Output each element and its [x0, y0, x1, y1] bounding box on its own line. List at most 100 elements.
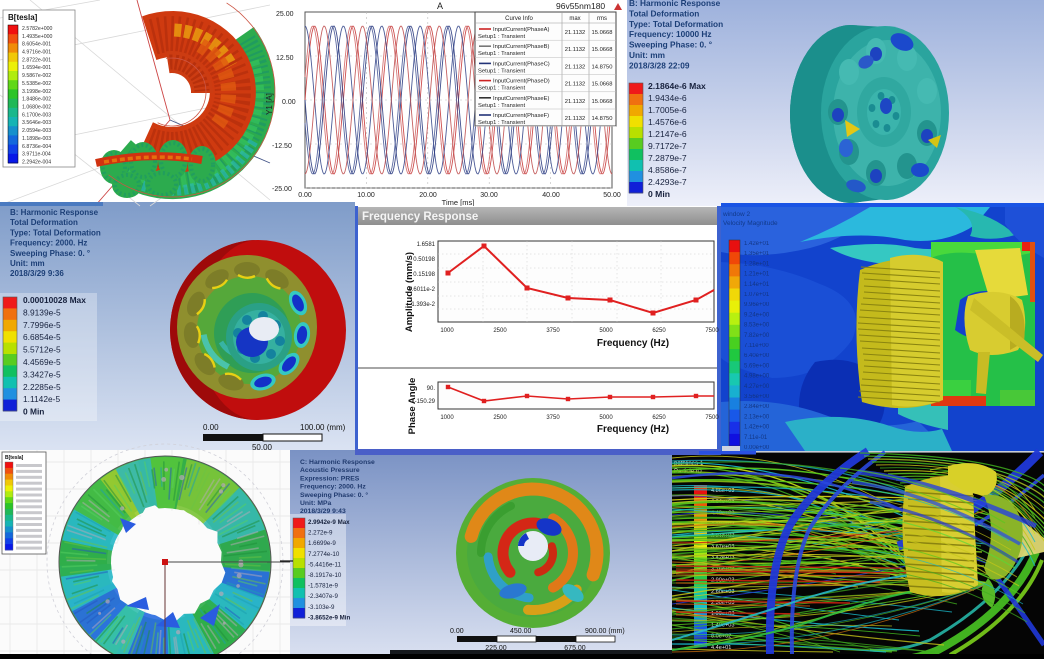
svg-text:1.4576e-6: 1.4576e-6: [648, 117, 687, 127]
svg-text:100.00 (mm): 100.00 (mm): [300, 423, 346, 432]
svg-text:7.7996e-5: 7.7996e-5: [23, 320, 61, 330]
svg-text:3.3427e-5: 3.3427e-5: [23, 369, 61, 379]
svg-text:-3.8652e-9 Min: -3.8652e-9 Min: [308, 614, 351, 621]
svg-text:9.96e+00: 9.96e+00: [744, 302, 770, 308]
svg-text:-3.103e-9: -3.103e-9: [308, 604, 335, 611]
svg-text:Frequency Response: Frequency Response: [362, 211, 478, 223]
svg-text:3.56e+00: 3.56e+00: [744, 394, 770, 400]
svg-text:B[tesla]: B[tesla]: [5, 455, 24, 461]
svg-text:7.2879e-7: 7.2879e-7: [648, 153, 687, 163]
svg-text:InputCurrent(PhaseD): InputCurrent(PhaseD): [493, 79, 550, 85]
svg-text:40.00: 40.00: [542, 192, 560, 199]
svg-text:2.1864e-6 Max: 2.1864e-6 Max: [648, 81, 706, 91]
svg-text:21.1132: 21.1132: [565, 99, 586, 105]
svg-text:0.50198: 0.50198: [413, 257, 435, 263]
svg-text:0.00: 0.00: [203, 423, 219, 432]
svg-text:30.00: 30.00: [480, 192, 498, 199]
svg-text:Amplitude (mm/s): Amplitude (mm/s): [404, 252, 415, 332]
svg-text:5000: 5000: [599, 328, 613, 334]
svg-text:6.40e+00: 6.40e+00: [744, 353, 770, 359]
svg-text:21.1132: 21.1132: [565, 47, 586, 53]
svg-text:9.24e+00: 9.24e+00: [744, 312, 770, 318]
svg-text:4.8586e-7: 4.8586e-7: [648, 165, 687, 175]
svg-text:6.6854e-5: 6.6854e-5: [23, 332, 61, 342]
svg-text:5000: 5000: [599, 415, 613, 421]
svg-text:5.69e+00: 5.69e+00: [744, 363, 770, 369]
svg-text:1.2147e-6: 1.2147e-6: [648, 129, 687, 139]
svg-text:900.00 (mm): 900.00 (mm): [585, 628, 625, 635]
svg-text:1.35e+01: 1.35e+01: [744, 251, 770, 257]
svg-text:1.28e+01: 1.28e+01: [744, 261, 770, 267]
svg-text:window 2: window 2: [722, 211, 750, 218]
svg-text:Frequency (Hz): Frequency (Hz): [597, 338, 669, 349]
svg-text:Curve Info: Curve Info: [505, 16, 533, 22]
svg-text:2.84e+00: 2.84e+00: [744, 404, 770, 410]
svg-text:Setup1 : Transient: Setup1 : Transient: [478, 51, 525, 57]
svg-text:450.00: 450.00: [510, 628, 532, 635]
svg-text:-12.50: -12.50: [272, 143, 292, 150]
svg-text:Frequency (Hz): Frequency (Hz): [597, 424, 669, 435]
svg-text:max: max: [569, 16, 580, 22]
svg-text:21.1132: 21.1132: [565, 64, 586, 70]
svg-text:1.7005e-6: 1.7005e-6: [648, 105, 687, 115]
svg-text:1.6581: 1.6581: [417, 242, 436, 248]
svg-text:21.1132: 21.1132: [565, 30, 586, 36]
svg-text:-8.1917e-10: -8.1917e-10: [308, 572, 342, 579]
svg-text:2.9942e-9 Max: 2.9942e-9 Max: [308, 519, 350, 526]
svg-text:7.2774e-10: 7.2774e-10: [308, 551, 340, 558]
svg-text:2.2285e-5: 2.2285e-5: [23, 382, 61, 392]
svg-text:4.27e+00: 4.27e+00: [744, 384, 770, 390]
svg-text:1.21e+01: 1.21e+01: [744, 272, 770, 278]
svg-text:-2.3407e-9: -2.3407e-9: [308, 593, 338, 600]
svg-text:0.00010028 Max: 0.00010028 Max: [23, 295, 86, 305]
svg-text:21.1132: 21.1132: [565, 82, 586, 88]
svg-text:Setup1 : Transient: Setup1 : Transient: [478, 86, 525, 92]
svg-text:1.6699e-9: 1.6699e-9: [308, 540, 336, 547]
svg-text:0.00: 0.00: [282, 99, 296, 106]
svg-text:9.7172e-7: 9.7172e-7: [648, 141, 687, 151]
svg-text:90.: 90.: [427, 386, 436, 392]
svg-text:5.5712e-5: 5.5712e-5: [23, 345, 61, 355]
svg-text:Setup1 : Transient: Setup1 : Transient: [478, 68, 525, 74]
svg-text:1.42e+01: 1.42e+01: [744, 241, 770, 247]
svg-text:2500: 2500: [493, 328, 507, 334]
svg-text:B[tesla]: B[tesla]: [8, 13, 38, 22]
svg-text:50.00: 50.00: [252, 443, 273, 452]
svg-text:96v55nm180: 96v55nm180: [556, 1, 605, 11]
svg-text:0.15198: 0.15198: [413, 272, 435, 278]
svg-text:0.00: 0.00: [450, 628, 464, 635]
svg-text:0 Min: 0 Min: [23, 407, 44, 417]
svg-text:1000: 1000: [440, 415, 454, 421]
svg-text:2.272e-9: 2.272e-9: [308, 530, 333, 537]
svg-text:25.00: 25.00: [276, 11, 294, 18]
svg-text:1.1142e-5: 1.1142e-5: [23, 394, 60, 404]
svg-text:2.13e+00: 2.13e+00: [744, 414, 770, 420]
svg-text:12.50: 12.50: [276, 55, 294, 62]
svg-text:3750: 3750: [546, 328, 560, 334]
svg-text:7500: 7500: [705, 328, 719, 334]
svg-text:A: A: [437, 1, 443, 11]
svg-text:50.00: 50.00: [603, 192, 621, 199]
svg-text:InputCurrent(PhaseB): InputCurrent(PhaseB): [493, 44, 549, 50]
svg-text:Velocity Magnitude: Velocity Magnitude: [723, 220, 778, 227]
svg-text:1.07e+01: 1.07e+01: [744, 292, 770, 298]
svg-text:Y1 [A]: Y1 [A]: [265, 93, 274, 115]
svg-text:1000: 1000: [440, 328, 454, 334]
svg-text:15.0668: 15.0668: [592, 30, 613, 36]
svg-text:InputCurrent(PhaseF): InputCurrent(PhaseF): [493, 113, 549, 119]
svg-text:0 Min: 0 Min: [648, 189, 670, 199]
svg-text:1.9434e-6: 1.9434e-6: [648, 93, 687, 103]
svg-text:rms: rms: [597, 16, 607, 22]
svg-text:Setup1 : Transient: Setup1 : Transient: [478, 103, 525, 109]
svg-text:21.1132: 21.1132: [565, 116, 586, 122]
svg-text:15.0668: 15.0668: [592, 99, 613, 105]
svg-text:InputCurrent(PhaseE): InputCurrent(PhaseE): [493, 96, 549, 102]
svg-text:1.14e+01: 1.14e+01: [744, 282, 770, 288]
svg-text:-5.4416e-11: -5.4416e-11: [308, 561, 341, 568]
svg-text:Phase Angle: Phase Angle: [407, 378, 418, 435]
svg-text:InputCurrent(PhaseA): InputCurrent(PhaseA): [493, 27, 549, 33]
svg-text:Time [ms]: Time [ms]: [442, 198, 475, 207]
svg-text:6250: 6250: [652, 415, 666, 421]
svg-text:15.0668: 15.0668: [592, 82, 613, 88]
